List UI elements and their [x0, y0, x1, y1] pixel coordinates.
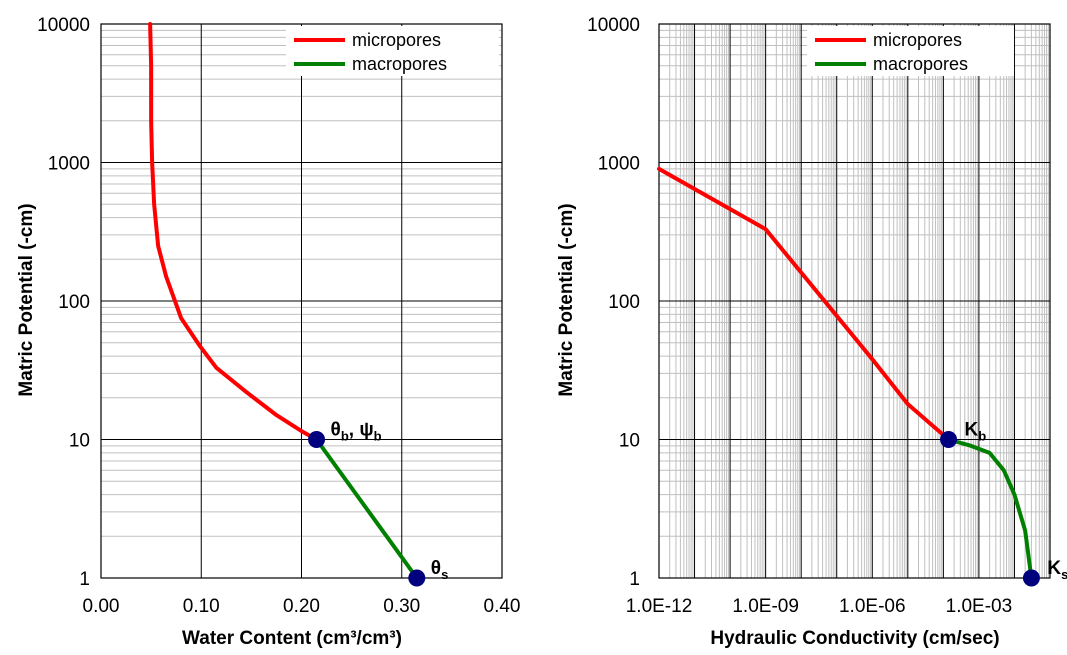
y-tick-label: 1 [629, 569, 640, 590]
right-annotations: Kb Ks [965, 420, 1067, 583]
macropores-series-line [314, 437, 419, 580]
right-y-axis-title: Matric Potential (-cm) [556, 203, 577, 396]
micropores-series-line [657, 166, 951, 442]
left-markers [308, 431, 426, 587]
y-tick-label: 10000 [587, 15, 640, 36]
data-point-marker [308, 431, 326, 448]
legend-entry: macropores [352, 54, 447, 74]
y-tick-label: 10 [619, 431, 640, 452]
data-point-marker [408, 569, 426, 587]
x-tick-label: 1.0E-09 [732, 596, 799, 617]
legend-background [286, 26, 499, 76]
left-x-axis-title: Water Content (cm³/cm³) [182, 628, 402, 649]
data-point-marker [1022, 569, 1040, 587]
y-tick-label: 10000 [37, 15, 90, 36]
legend-entry: micropores [352, 30, 441, 50]
legend-background [807, 26, 1014, 76]
y-tick-label: 1000 [598, 154, 640, 175]
point-annotation: θb, ψb [331, 420, 382, 444]
right-markers [940, 431, 1040, 587]
x-tick-label: 0.00 [83, 596, 120, 617]
plot-area-border [658, 23, 1051, 579]
micropores-series-line [148, 22, 319, 442]
x-tick-label: 1.0E-03 [946, 596, 1013, 617]
y-tick-label: 100 [608, 292, 640, 313]
x-tick-label: 0.30 [383, 596, 420, 617]
left-y-axis-title: Matric Potential (-cm) [16, 203, 37, 396]
y-tick-label: 1 [79, 569, 90, 590]
left-major-grid [100, 23, 503, 579]
y-tick-label: 1000 [48, 154, 90, 175]
point-annotation: Ks [1047, 558, 1067, 582]
x-tick-label: 0.10 [183, 596, 220, 617]
left-y-ticks: 1 10 100 1000 10000 [37, 15, 90, 590]
left-legend: micropores macropores [286, 26, 499, 76]
legend-entry: macropores [873, 54, 968, 74]
right-major-grid [658, 23, 1051, 579]
x-tick-label: 1.0E-12 [626, 596, 693, 617]
y-tick-label: 10 [69, 431, 90, 452]
point-annotation: θs [431, 558, 449, 582]
macropores-series-line [946, 437, 1034, 580]
left-annotations: θb, ψb θs [331, 420, 449, 583]
right-x-axis-title: Hydraulic Conductivity (cm/sec) [710, 628, 999, 649]
point-annotation: Kb [965, 420, 987, 444]
x-tick-label: 0.20 [283, 596, 320, 617]
right-legend: micropores macropores [807, 26, 1014, 76]
left-x-ticks: 0.00 0.10 0.20 0.30 0.40 [83, 596, 521, 617]
right-y-ticks: 1 10 100 1000 10000 [587, 15, 640, 590]
water-retention-chart: 1 10 100 1000 10000 0.00 0.10 0.20 0.30 0.40 mic… [16, 15, 520, 649]
left-series [148, 22, 419, 580]
x-tick-label: 1.0E-06 [839, 596, 906, 617]
x-tick-label: 0.40 [484, 596, 521, 617]
data-point-marker [940, 431, 958, 448]
y-tick-label: 100 [58, 292, 90, 313]
right-x-ticks: 1.0E-12 1.0E-09 1.0E-06 1.0E-03 [626, 596, 1012, 617]
right-series [657, 166, 1034, 580]
legend-entry: micropores [873, 30, 962, 50]
plot-area-border [100, 23, 503, 579]
